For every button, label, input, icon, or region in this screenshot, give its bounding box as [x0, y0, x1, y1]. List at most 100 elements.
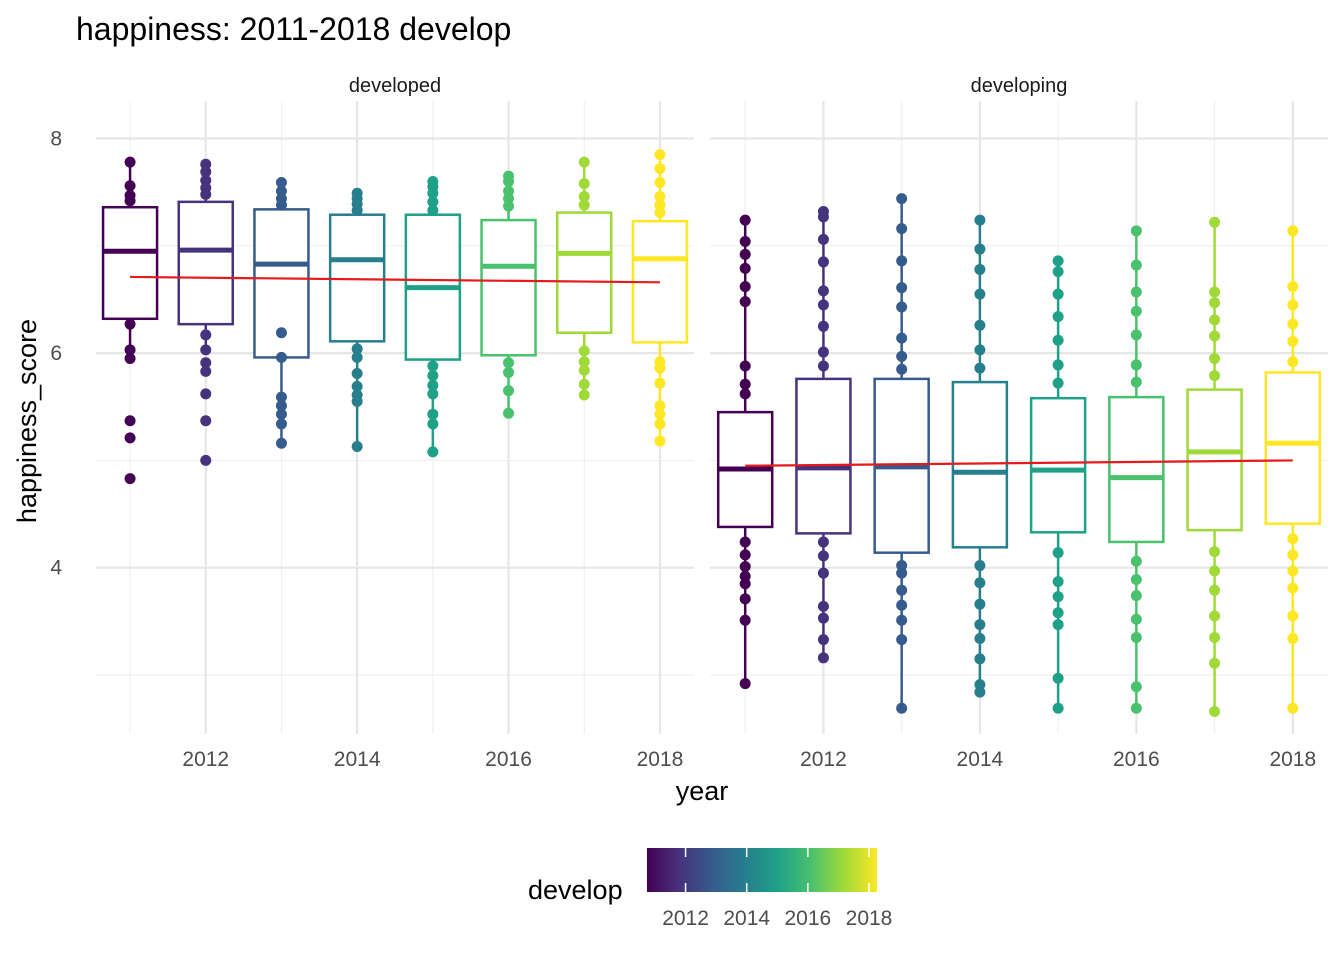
- box-body: [101, 205, 159, 321]
- data-point: [275, 177, 287, 189]
- data-point: [578, 389, 590, 401]
- data-point: [739, 296, 751, 308]
- data-point: [817, 550, 829, 562]
- data-point: [654, 435, 666, 447]
- data-point: [739, 570, 751, 582]
- data-point: [1287, 299, 1299, 311]
- y-tick-label: 8: [50, 128, 62, 151]
- y-tick-label: 4: [50, 557, 62, 580]
- box-developing-2016: [1108, 225, 1165, 714]
- data-point: [124, 473, 136, 485]
- colorbar-legend: develop 2012 2014 2016 2018: [528, 848, 892, 930]
- data-point: [739, 388, 751, 400]
- data-point: [124, 189, 136, 201]
- data-point: [275, 185, 287, 197]
- data-point: [427, 175, 439, 187]
- data-point: [896, 363, 908, 375]
- data-point: [739, 536, 751, 548]
- data-point: [654, 149, 666, 161]
- data-point: [896, 282, 908, 294]
- data-point: [974, 288, 986, 300]
- data-point: [896, 255, 908, 267]
- data-point: [974, 598, 986, 610]
- data-point: [503, 185, 515, 197]
- data-point: [1130, 590, 1142, 602]
- data-point: [275, 408, 287, 420]
- data-point: [124, 352, 136, 364]
- data-point: [275, 418, 287, 430]
- data-point: [1209, 216, 1221, 228]
- data-point: [351, 440, 363, 452]
- data-point: [1209, 584, 1221, 596]
- box-developing-2013: [873, 193, 930, 714]
- box-developed-2016: [480, 170, 537, 419]
- chart-title: happiness: 2011-2018 develop: [76, 11, 511, 47]
- data-point: [1287, 318, 1299, 330]
- data-point: [427, 388, 439, 400]
- data-point: [1130, 359, 1142, 371]
- data-point: [275, 437, 287, 449]
- data-point: [124, 415, 136, 427]
- data-point: [275, 400, 287, 412]
- data-point: [1130, 376, 1142, 388]
- colorbar-tick-label: 2016: [784, 907, 831, 930]
- data-point: [1209, 330, 1221, 342]
- x-tick-label: 2016: [1113, 748, 1160, 771]
- data-point: [1287, 335, 1299, 347]
- data-point: [427, 370, 439, 382]
- x-tick-label: 2018: [1269, 748, 1316, 771]
- data-point: [1130, 574, 1142, 586]
- data-point: [1209, 370, 1221, 382]
- data-point: [503, 407, 515, 419]
- data-point: [739, 549, 751, 561]
- data-point: [351, 351, 363, 363]
- box-developed-2015: [404, 175, 462, 458]
- data-point: [817, 612, 829, 624]
- data-point: [1209, 314, 1221, 326]
- x-axis-label: year: [676, 776, 729, 806]
- data-point: [503, 366, 515, 378]
- data-point: [503, 357, 515, 369]
- data-point: [974, 577, 986, 589]
- colorbar-tick-label: 2018: [846, 907, 893, 930]
- data-point: [896, 332, 908, 344]
- data-point: [974, 319, 986, 331]
- data-point: [1287, 610, 1299, 622]
- data-point: [124, 344, 136, 356]
- data-point: [503, 385, 515, 397]
- box-developed-2018: [631, 149, 689, 447]
- data-point: [739, 378, 751, 390]
- data-point: [578, 178, 590, 190]
- box-developed-2014: [328, 187, 386, 452]
- data-point: [351, 368, 363, 380]
- data-point: [1052, 311, 1064, 323]
- data-point: [427, 418, 439, 430]
- data-point: [578, 356, 590, 368]
- data-point: [654, 377, 666, 389]
- data-point: [817, 634, 829, 646]
- data-point: [974, 362, 986, 374]
- box-developed-2011: [101, 156, 159, 485]
- x-tick-label: 2014: [957, 748, 1004, 771]
- data-point: [817, 285, 829, 297]
- data-point: [817, 536, 829, 548]
- x-tick-label: 2016: [485, 748, 532, 771]
- data-point: [1052, 672, 1064, 684]
- data-point: [351, 380, 363, 392]
- data-point: [1130, 681, 1142, 693]
- data-point: [200, 454, 212, 466]
- data-point: [124, 180, 136, 192]
- data-point: [896, 350, 908, 362]
- data-point: [1052, 266, 1064, 278]
- data-point: [896, 599, 908, 611]
- data-point: [1052, 255, 1064, 267]
- data-point: [654, 190, 666, 202]
- data-point: [275, 391, 287, 403]
- box-developed-2017: [555, 156, 613, 401]
- data-point: [1209, 286, 1221, 298]
- data-point: [1130, 286, 1142, 298]
- data-point: [654, 163, 666, 175]
- data-point: [1052, 591, 1064, 603]
- data-point: [1052, 334, 1064, 346]
